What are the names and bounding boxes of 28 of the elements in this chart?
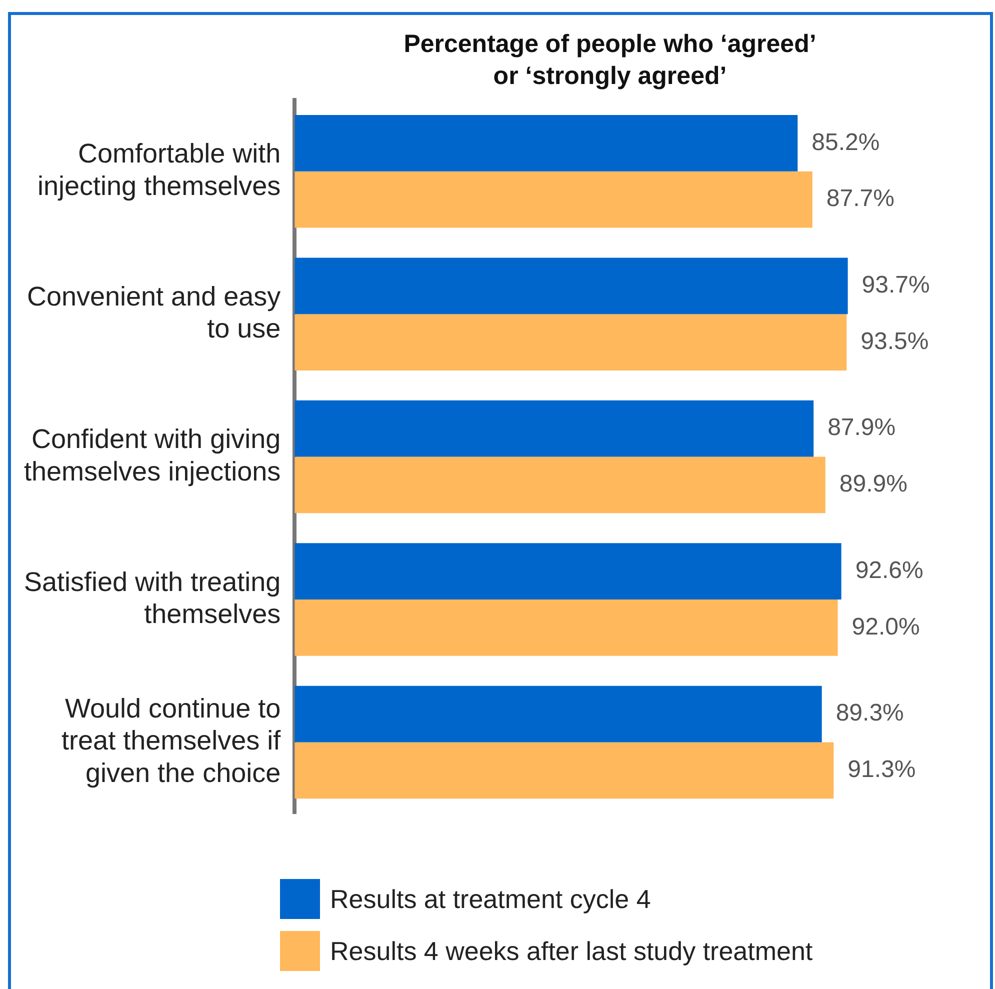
data-label: 89.3% [836, 700, 904, 727]
bar [294, 258, 848, 314]
bar [294, 114, 798, 172]
bar [294, 742, 834, 799]
data-label: 85.2% [812, 128, 880, 156]
legend-label: Results 4 weeks after last study treatment [330, 936, 813, 966]
data-label: 91.3% [848, 756, 916, 784]
bar [294, 171, 812, 228]
y-tick-label: Confident with giving themselves injections [24, 424, 281, 486]
bar [294, 314, 847, 370]
legend-label: Results at treatment cycle 4 [330, 884, 651, 914]
bar [294, 543, 842, 600]
data-label: 93.5% [860, 328, 929, 355]
data-label: 89.9% [839, 470, 908, 498]
bar [294, 400, 814, 457]
data-label: 87.9% [828, 414, 896, 442]
bar [294, 456, 826, 514]
bar [294, 686, 822, 742]
chart-title: Percentage of people who ‘agreed’ or ‘strongly agreed’ [402, 29, 818, 92]
y-tick-label: Would continue to treat themselves if given the choice [62, 693, 282, 788]
bar [294, 600, 838, 656]
y-tick-label: Satisfied with treating themselves [24, 566, 281, 630]
data-label: 92.6% [855, 556, 924, 584]
data-label: 87.7% [826, 185, 894, 212]
y-tick-label: Convenient and easy to use [26, 281, 282, 344]
y-tick-label: Comfortable with injecting themselves [38, 138, 281, 202]
data-label: 92.0% [852, 613, 920, 640]
data-label: 93.7% [862, 272, 930, 299]
